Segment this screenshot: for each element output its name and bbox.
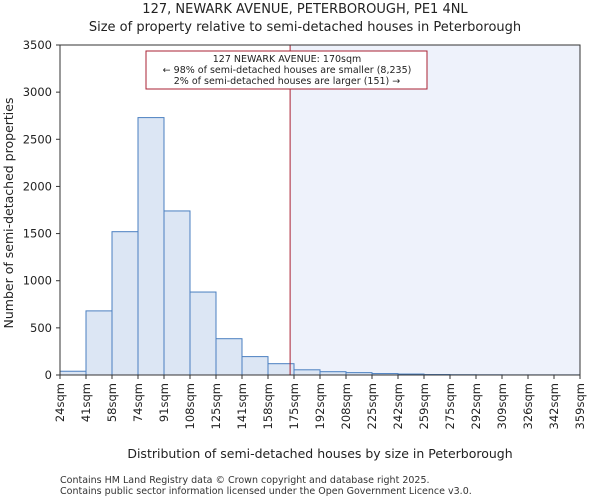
annotation-line-3: 2% of semi-detached houses are larger (1…: [174, 76, 401, 87]
bar-24sqm: [59, 370, 87, 376]
x-tick-label: 24sqm: [53, 383, 67, 422]
x-axis-label: Distribution of semi-detached houses by …: [127, 446, 512, 461]
y-axis-label: Number of semi-detached properties: [1, 98, 16, 329]
x-tick-label: 141sqm: [235, 383, 249, 429]
x-tick-label: 225sqm: [365, 383, 379, 429]
y-tick-label: 0: [45, 368, 52, 382]
bar-91sqm: [163, 210, 191, 376]
bar-125sqm: [215, 338, 243, 376]
bar-74sqm: [137, 117, 165, 376]
x-tick-label: 309sqm: [495, 383, 509, 429]
x-tick-label: 125sqm: [209, 383, 223, 429]
plot-area: [290, 45, 580, 375]
annotation-line-1: 127 NEWARK AVENUE: 170sqm: [213, 54, 362, 65]
bar-41sqm: [85, 310, 113, 376]
x-tick-label: 208sqm: [339, 383, 353, 429]
y-tick-label: 3000: [23, 85, 52, 99]
bar-58sqm: [111, 231, 139, 376]
bars-group: [59, 45, 581, 376]
y-tick-label: 3500: [23, 38, 52, 52]
x-tick-label: 242sqm: [391, 383, 405, 429]
x-tick-label: 74sqm: [131, 383, 145, 422]
x-tick-label: 259sqm: [417, 383, 431, 429]
annotation-line-2: ← 98% of semi-detached houses are smalle…: [163, 65, 412, 76]
y-tick-label: 2000: [23, 179, 52, 193]
chart-subtitle: Size of property relative to semi-detach…: [89, 20, 521, 35]
x-tick-label: 91sqm: [157, 383, 171, 422]
footer-line-1: Contains HM Land Registry data © Crown c…: [60, 475, 430, 486]
x-tick-label: 192sqm: [313, 383, 327, 429]
x-tick-label: 175sqm: [287, 383, 301, 429]
y-tick-label: 1500: [23, 227, 52, 241]
x-tick-label: 275sqm: [443, 383, 457, 429]
annotation-box: 127 NEWARK AVENUE: 170sqm ← 98% of semi-…: [145, 50, 428, 90]
larger-region-shade: [290, 45, 580, 375]
x-tick-label: 158sqm: [261, 383, 275, 429]
x-tick-label: 58sqm: [105, 383, 119, 422]
axes-group: 0 500 1000 1500 2000 2500 3000 3500 24sqm 41sqm 58…: [23, 38, 587, 429]
y-tick-label: 1000: [23, 274, 52, 288]
bar-141sqm: [241, 356, 269, 376]
x-tick-label: 41sqm: [79, 383, 93, 422]
bar-108sqm: [189, 291, 217, 376]
x-tick-label: 108sqm: [183, 383, 197, 429]
bar-175sqm: [293, 369, 321, 376]
x-tick-label: 342sqm: [547, 383, 561, 429]
x-tick-label: 292sqm: [469, 383, 483, 429]
x-tick-label: 359sqm: [573, 383, 587, 429]
chart-title: 127, NEWARK AVENUE, PETERBOROUGH, PE1 4N…: [142, 2, 468, 17]
x-tick-label: 326sqm: [521, 383, 535, 429]
footer-line-2: Contains public sector information licen…: [60, 486, 472, 497]
y-tick-label: 2500: [23, 132, 52, 146]
y-tick-label: 500: [30, 321, 52, 335]
